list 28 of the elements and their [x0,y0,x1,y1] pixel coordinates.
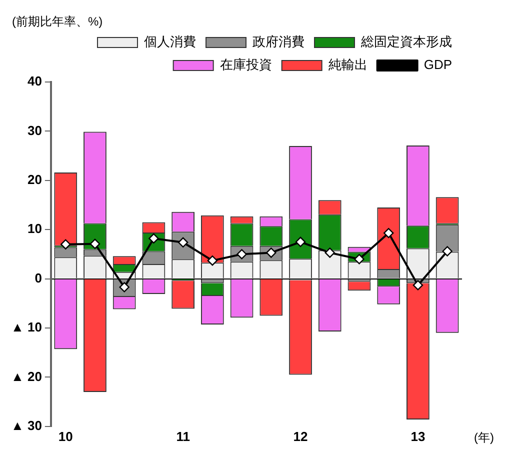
x-tick-label: 10 [58,428,73,444]
y-tick-label: 30 [27,122,42,138]
point [442,246,452,256]
point [90,238,100,249]
x-tick-label: 13 [410,428,426,444]
point [324,248,335,258]
legend-label: GDP [424,57,452,72]
y-tick-label: ▲ 30 [10,418,42,433]
legend-label: 個人消費 [144,34,196,50]
y-tick-label: ▲ 10 [10,320,42,335]
point [412,280,424,290]
point [383,228,394,238]
x-tick-label: 12 [293,428,308,444]
legend-label: 総固定資本形成 [360,34,452,50]
point [354,254,364,264]
legend-label: 在庫投資 [220,57,272,72]
y-tick-label: 10 [27,221,42,236]
legend-label: 政府消費 [252,34,304,50]
legend-label: 純輸出 [328,57,368,72]
y-tick-label: 20 [27,172,42,187]
x-tick-label: 11 [176,428,190,444]
y-tick-label: ▲ 20 [10,368,42,384]
y-tick-label: 0 [34,270,42,286]
point [60,239,71,250]
y-axis-title: (前期比年率、%) [12,14,103,28]
text: (年) [474,430,494,445]
point [207,255,218,266]
y-tick-label: 40 [27,74,42,89]
